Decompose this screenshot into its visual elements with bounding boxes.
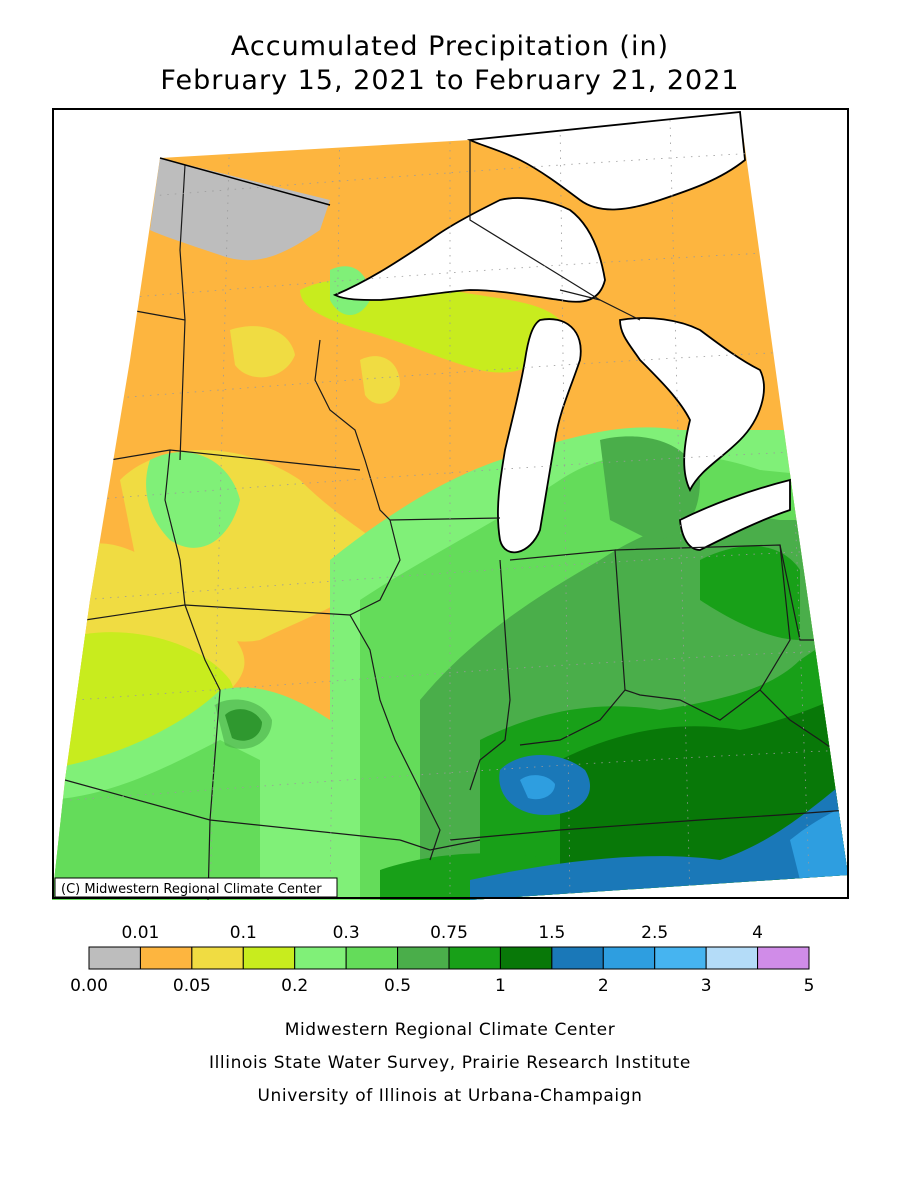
map-title: Accumulated Precipitation (in) <box>230 31 670 62</box>
legend-tick-label: 0.5 <box>384 976 412 996</box>
legend-tick-label: 0.05 <box>172 976 211 996</box>
lake-huron <box>619 317 765 493</box>
footer-line-3: University of Illinois at Urbana-Champai… <box>257 1086 643 1106</box>
legend-swatch <box>139 946 193 970</box>
legend-tick-label: 0.75 <box>430 923 468 943</box>
legend-tick-label: 2 <box>597 976 609 996</box>
map-frame <box>52 108 849 899</box>
legend-swatch <box>242 946 296 970</box>
legend-tick-label: 2.5 <box>641 923 669 943</box>
field-midgreen-spot-halo <box>215 699 272 749</box>
boundary-canada <box>469 140 601 301</box>
legend-swatch <box>345 946 399 970</box>
legend-tick-label: 0.2 <box>281 976 309 996</box>
legend-tick-label: 0.00 <box>70 976 108 996</box>
field-blue-south <box>470 770 848 900</box>
great-lakes <box>332 111 791 554</box>
legend-swatch <box>602 946 656 970</box>
legend-tick-label: 0.1 <box>229 923 257 943</box>
boundary-mn-wi <box>314 339 501 521</box>
boundary-tn-ky <box>449 809 848 841</box>
lake-superior <box>332 197 606 303</box>
map-date-range: February 15, 2021 to February 21, 2021 <box>160 65 740 96</box>
boundary-ne-mo <box>184 604 221 821</box>
legend-tick-label: 0.01 <box>121 923 160 943</box>
boundary-oh <box>614 544 791 721</box>
field-grey-north <box>150 158 330 261</box>
copyright-label: (C) Midwestern Regional Climate Center <box>61 882 322 897</box>
legend-tick-label: 1.5 <box>538 923 566 943</box>
field-lightgreen-iowa <box>146 452 240 548</box>
graticule <box>69 119 848 900</box>
canada-north-land <box>466 111 746 211</box>
state-boundaries <box>64 140 848 900</box>
copyright-box <box>54 877 338 898</box>
boundary-sd-ia <box>164 449 186 606</box>
field-lightblue-kentucky <box>520 775 555 800</box>
boundary-il-in <box>469 559 511 791</box>
legend-swatch <box>551 946 604 970</box>
field-yellow-mn <box>230 326 295 378</box>
canada-border <box>159 157 331 206</box>
field-midgreen-michigan <box>600 436 700 540</box>
legend-swatch <box>294 946 347 970</box>
legend-tick-label: 1 <box>495 976 506 996</box>
legend-tick-label: 4 <box>752 923 763 943</box>
legend-swatch <box>705 946 759 970</box>
legend-swatch <box>499 946 553 970</box>
boundary-il-mo <box>349 519 441 861</box>
legend-swatch <box>654 946 707 970</box>
field-yellow-wi <box>360 356 400 404</box>
legend-colorbar <box>88 946 810 970</box>
boundary-ar-tn <box>399 839 481 851</box>
boundary-nd-mn <box>179 164 186 461</box>
legend-swatch <box>191 946 244 970</box>
field-green-sw <box>52 740 260 900</box>
legend-swatch <box>448 946 501 970</box>
field-deepgreen-ohio <box>700 546 800 640</box>
lake-michigan <box>497 318 582 554</box>
legend-tick-label: 3 <box>700 976 712 996</box>
legend-swatch <box>88 946 141 970</box>
footer-line-2: Illinois State Water Survey, Prairie Res… <box>209 1053 691 1073</box>
footer-line-1: Midwestern Regional Climate Center <box>284 1020 616 1040</box>
lake-erie <box>679 478 791 551</box>
legend-tick-label: 0.3 <box>332 923 360 943</box>
boundary-nd-sd <box>129 309 186 321</box>
legend-swatch <box>397 946 450 970</box>
legend-tick-label: 5 <box>803 976 815 996</box>
legend-swatch <box>757 946 810 970</box>
boundary-in <box>509 549 626 746</box>
